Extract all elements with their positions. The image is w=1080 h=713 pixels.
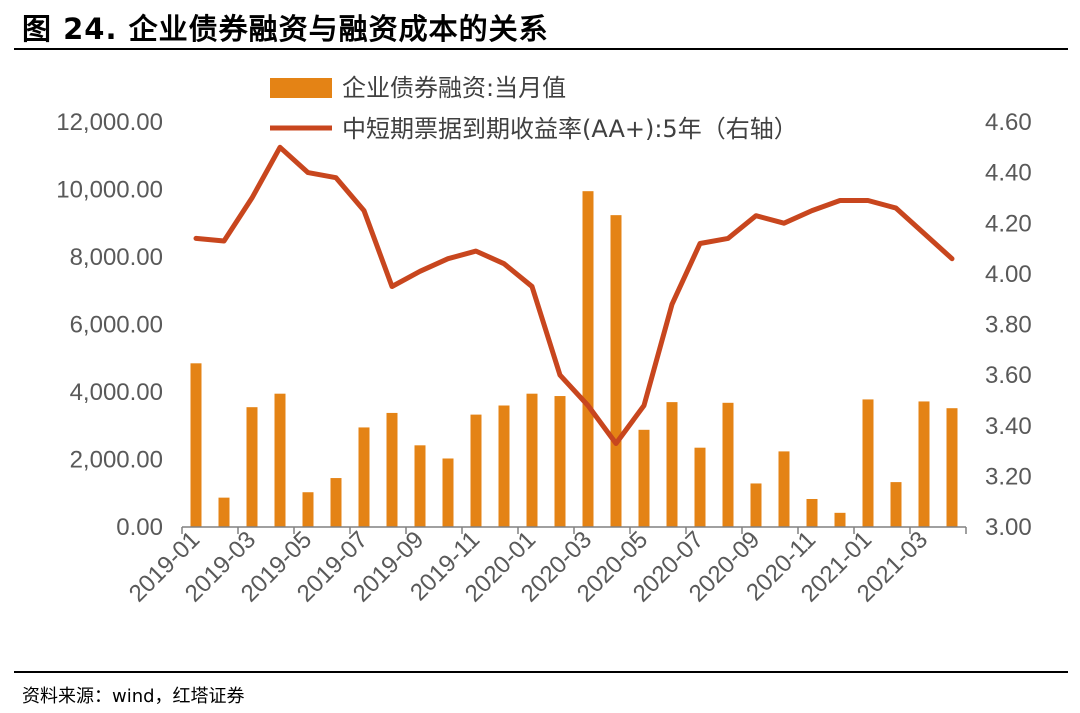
bar: [778, 451, 790, 527]
line-point: [811, 210, 813, 212]
line-point: [671, 303, 673, 305]
legend: 企业债券融资:当月值 中短期票据到期收益率(AA+):5年（右轴）: [270, 74, 798, 143]
line-point: [447, 258, 449, 260]
bar: [834, 512, 846, 527]
bar: [806, 498, 818, 527]
bar: [330, 478, 342, 527]
top-divider: [14, 48, 1068, 50]
bar: [274, 393, 286, 527]
line-point: [839, 199, 841, 201]
y-left-tick-label: 12,000.00: [56, 109, 163, 136]
bar: [582, 191, 594, 527]
yield-line-series: [193, 144, 955, 446]
bar: [722, 402, 734, 527]
line-point: [615, 442, 617, 444]
bar: [442, 458, 454, 527]
y-axis-left: 0.00 2,000.00 4,000.00 6,000.00 8,000.00 10,0…: [56, 109, 163, 541]
source-note: 资料来源：wind，红塔证券: [22, 686, 245, 707]
line-point: [307, 172, 309, 174]
bar: [610, 215, 622, 527]
y-right-tick-label: 4.40: [985, 160, 1032, 187]
line-point: [559, 374, 561, 376]
bar: [918, 401, 930, 527]
bar: [498, 405, 510, 527]
y-axis-right: 3.00 3.20 3.40 3.60 3.80 4.00 4.20 4.40 4.60: [985, 109, 1032, 541]
y-left-tick-label: 0.00: [116, 514, 163, 541]
line-point: [223, 240, 225, 242]
bar: [890, 482, 902, 527]
line-point: [475, 250, 477, 252]
bar: [750, 483, 762, 527]
line-point: [923, 232, 925, 234]
line-point: [783, 222, 785, 224]
y-left-tick-label: 6,000.00: [70, 312, 163, 339]
bar: [218, 497, 230, 527]
y-right-tick-label: 4.20: [985, 210, 1032, 237]
line-point: [755, 215, 757, 217]
bar: [386, 412, 398, 527]
y-right-tick-label: 4.00: [985, 261, 1032, 288]
legend-swatch-bar: [270, 78, 332, 98]
yield-line-points: [195, 146, 953, 444]
bar: [666, 402, 678, 527]
bar: [862, 399, 874, 527]
bar: [246, 407, 258, 527]
bar: [554, 396, 566, 527]
bar-series: [190, 191, 958, 527]
y-right-tick-label: 3.40: [985, 413, 1032, 440]
y-left-tick-label: 4,000.00: [70, 379, 163, 406]
line-point: [279, 146, 281, 148]
line-point: [391, 286, 393, 288]
bar: [946, 408, 958, 527]
bar: [302, 492, 314, 527]
line-point: [363, 210, 365, 212]
line-point: [699, 243, 701, 244]
legend-label-bar: 企业债券融资:当月值: [342, 74, 566, 102]
line-point: [195, 237, 197, 239]
bar: [358, 427, 370, 527]
y-left-tick-label: 10,000.00: [56, 177, 163, 204]
bottom-divider: [14, 671, 1068, 673]
bar: [190, 363, 202, 527]
line-point: [503, 263, 505, 265]
line-point: [251, 197, 253, 199]
line-point: [951, 258, 953, 260]
line-point: [587, 405, 589, 406]
line-point: [643, 405, 645, 406]
line-point: [335, 177, 337, 179]
y-left-tick-label: 2,000.00: [70, 447, 163, 474]
chart-title: 图 24. 企业债券融资与融资成本的关系: [22, 12, 549, 46]
bar: [638, 429, 650, 527]
y-right-tick-label: 3.00: [985, 514, 1032, 541]
line-point: [419, 270, 421, 272]
x-axis-ticks: [181, 527, 967, 534]
x-axis-labels: 2019-012019-032019-052019-072019-092019-…: [124, 526, 933, 607]
y-right-tick-label: 3.80: [985, 312, 1032, 339]
legend-label-line: 中短期票据到期收益率(AA+):5年（右轴）: [342, 115, 798, 143]
line-point: [895, 207, 897, 209]
y-left-tick-label: 8,000.00: [70, 244, 163, 271]
y-right-tick-label: 3.60: [985, 362, 1032, 389]
bar: [470, 414, 482, 527]
bar: [414, 445, 426, 527]
line-point: [531, 286, 533, 288]
y-right-tick-label: 4.60: [985, 109, 1032, 136]
bar: [526, 393, 538, 527]
line-point: [867, 199, 869, 201]
y-right-tick-label: 3.20: [985, 463, 1032, 490]
line-point: [727, 237, 729, 239]
bar: [694, 447, 706, 527]
